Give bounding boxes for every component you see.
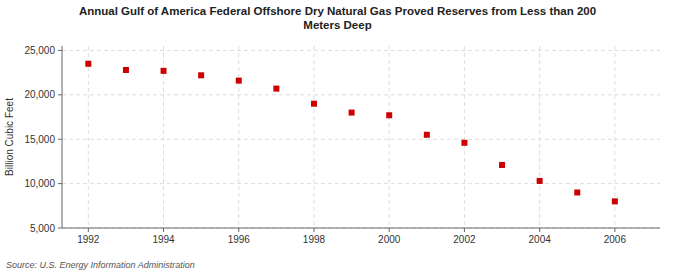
point <box>537 178 543 184</box>
x-tick <box>238 228 239 232</box>
title-line: Meters Deep <box>303 19 371 31</box>
title: Annual Gulf of America Federal Offshore … <box>79 5 596 31</box>
x-tick <box>539 228 540 232</box>
x-grid-line <box>389 46 390 228</box>
axes: 5,000 10,000 15,000 20,000 25,000 1992 1994 199… <box>24 45 660 245</box>
x-tick-label: 2000 <box>378 234 401 245</box>
point <box>85 61 91 67</box>
source: Source: U.S. Energy Information Administ… <box>6 260 195 270</box>
y-grid-line <box>62 228 660 229</box>
y-tick-label: 25,000 <box>24 45 55 56</box>
y-tick <box>58 228 62 229</box>
x-grid-line <box>238 46 239 228</box>
x-grid-line <box>464 46 465 228</box>
x-tick-label: 1992 <box>77 234 100 245</box>
y-axis-line <box>62 46 63 228</box>
y-axis-label: Billion Cubic Feet <box>4 98 15 176</box>
point <box>461 140 467 146</box>
x-tick <box>464 228 465 232</box>
point <box>612 198 618 204</box>
y-tick-label: 5,000 <box>30 223 55 234</box>
y-tick-label: 10,000 <box>24 178 55 189</box>
y-tick <box>58 94 62 95</box>
x-tick-label: 2006 <box>604 234 627 245</box>
x-tick-label: 1998 <box>303 234 326 245</box>
y-grid-line <box>62 183 660 184</box>
x-axis-line <box>62 228 660 229</box>
y-tick <box>58 50 62 51</box>
point <box>386 112 392 118</box>
y-grid-line <box>62 50 660 51</box>
x-tick-label: 1994 <box>152 234 175 245</box>
x-tick <box>614 228 615 232</box>
points <box>85 61 618 205</box>
y-grid-line <box>62 94 660 95</box>
x-tick <box>163 228 164 232</box>
title-line: Annual Gulf of America Federal Offshore … <box>79 5 596 17</box>
point <box>574 189 580 195</box>
x-tick <box>313 228 314 232</box>
y-tick-label: 15,000 <box>24 134 55 145</box>
background <box>0 0 675 275</box>
x-grid-line <box>313 46 314 228</box>
point <box>273 86 279 92</box>
x-tick-label: 2004 <box>529 234 552 245</box>
point <box>236 78 242 84</box>
point <box>311 101 317 107</box>
y-grid-line <box>62 139 660 140</box>
x-grid-line <box>88 46 89 228</box>
grid <box>62 46 660 228</box>
chart: Annual Gulf of America Federal Offshore … <box>0 0 675 275</box>
x-tick-label: 1996 <box>228 234 251 245</box>
point <box>499 162 505 168</box>
x-tick <box>88 228 89 232</box>
y-tick <box>58 183 62 184</box>
point <box>424 132 430 138</box>
point <box>198 72 204 78</box>
x-grid-line <box>539 46 540 228</box>
point <box>161 68 167 74</box>
y-tick <box>58 139 62 140</box>
x-tick-label: 2002 <box>453 234 476 245</box>
point <box>349 110 355 116</box>
point <box>123 67 129 73</box>
y-tick-label: 20,000 <box>24 89 55 100</box>
x-tick <box>389 228 390 232</box>
